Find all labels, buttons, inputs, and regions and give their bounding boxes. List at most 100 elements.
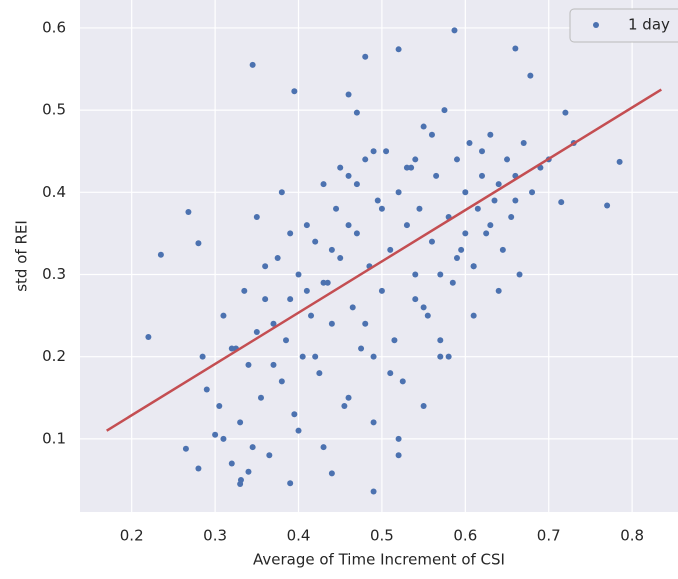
point: [495, 181, 502, 188]
point: [257, 394, 264, 401]
point: [395, 435, 402, 442]
point: [408, 164, 415, 171]
point: [424, 312, 431, 319]
y-tick-label: 0.6: [42, 18, 66, 36]
point: [399, 378, 406, 385]
point: [353, 230, 360, 237]
point: [387, 370, 394, 377]
point: [328, 246, 335, 253]
point: [403, 164, 410, 171]
plot-area: [80, 0, 678, 512]
point: [428, 131, 435, 138]
point: [562, 109, 569, 116]
point: [487, 131, 494, 138]
y-tick-label: 0.4: [42, 183, 66, 201]
point: [320, 444, 327, 451]
point: [249, 61, 256, 68]
point: [145, 333, 152, 340]
y-tick-label: 0.3: [42, 265, 66, 283]
point: [278, 189, 285, 196]
point: [262, 296, 269, 303]
point: [479, 148, 486, 155]
legend-label: 1 day: [628, 16, 670, 34]
point: [474, 205, 481, 212]
y-tick-label: 0.5: [42, 101, 66, 119]
point: [199, 353, 206, 360]
point: [412, 296, 419, 303]
point: [458, 246, 465, 253]
point: [520, 139, 527, 146]
point: [604, 202, 611, 209]
point: [558, 199, 565, 206]
point: [441, 107, 448, 114]
point: [287, 296, 294, 303]
point: [203, 386, 210, 393]
point: [391, 337, 398, 344]
y-axis-label: std of REI: [13, 220, 31, 292]
point: [228, 460, 235, 467]
point: [370, 488, 377, 495]
point: [470, 312, 477, 319]
point: [345, 394, 352, 401]
point: [270, 361, 277, 368]
point: [320, 279, 327, 286]
point: [312, 353, 319, 360]
point: [420, 304, 427, 311]
point: [433, 172, 440, 179]
point: [516, 271, 523, 278]
point: [345, 91, 352, 98]
point: [437, 271, 444, 278]
point: [249, 444, 256, 451]
point: [337, 255, 344, 262]
point: [287, 480, 294, 487]
point: [412, 271, 419, 278]
point: [328, 320, 335, 327]
point: [512, 197, 519, 204]
point: [353, 109, 360, 116]
point: [295, 427, 302, 434]
point: [466, 139, 473, 146]
point: [182, 445, 189, 452]
point: [212, 431, 219, 438]
point: [358, 345, 365, 352]
point: [378, 205, 385, 212]
point: [291, 411, 298, 418]
x-tick-label: 0.5: [370, 527, 394, 545]
point: [245, 468, 252, 475]
point: [491, 197, 498, 204]
point: [483, 230, 490, 237]
point: [449, 279, 456, 286]
point: [451, 27, 458, 34]
point: [245, 361, 252, 368]
point: [349, 304, 356, 311]
point: [312, 238, 319, 245]
point: [253, 213, 260, 220]
point: [362, 320, 369, 327]
point: [324, 279, 331, 286]
point: [395, 452, 402, 459]
point: [308, 312, 315, 319]
point: [453, 156, 460, 163]
point: [266, 452, 273, 459]
point: [287, 230, 294, 237]
point: [370, 148, 377, 155]
point: [412, 156, 419, 163]
point: [320, 181, 327, 188]
point: [378, 287, 385, 294]
point: [479, 172, 486, 179]
legend-box: [569, 8, 678, 43]
point: [303, 222, 310, 229]
point: [499, 246, 506, 253]
point: [420, 402, 427, 409]
point: [195, 240, 202, 247]
point: [316, 370, 323, 377]
point: [228, 345, 235, 352]
point: [527, 72, 534, 79]
point: [241, 287, 248, 294]
point: [274, 255, 281, 262]
point: [353, 181, 360, 188]
point: [403, 222, 410, 229]
point: [299, 353, 306, 360]
x-tick-label: 0.8: [620, 527, 644, 545]
point: [395, 189, 402, 196]
